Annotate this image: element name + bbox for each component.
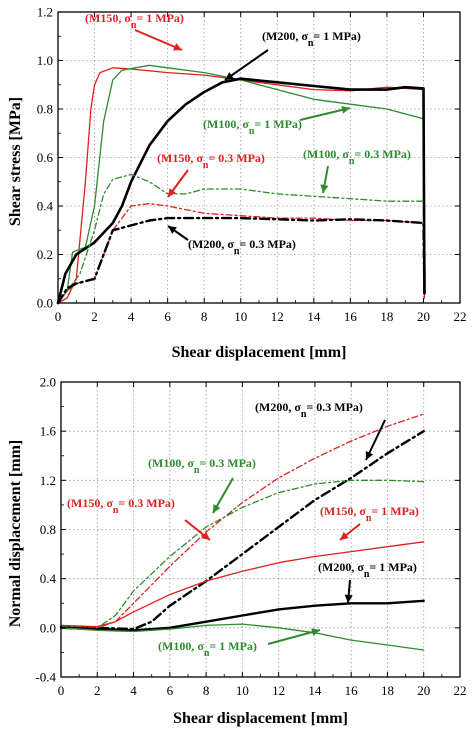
x-tick-label: 10: [234, 309, 247, 324]
y-tick-label: 1.6: [40, 424, 57, 439]
annotation-arrow-head: [213, 504, 221, 513]
y-tick-label: 0.0: [37, 296, 53, 311]
series-annotation: (M100, σn= 0.3 MPa): [148, 456, 256, 476]
annotation-arrow-head: [311, 628, 320, 636]
chart-panel-2: 0 2 4 6 8 10 12 14 16 18 20 22 -0.4 0.0 0.4 0.8 1.2 1.6 2.…: [7, 375, 467, 728]
x-tick-label: 16: [345, 683, 359, 698]
x-tick-label: 18: [381, 683, 394, 698]
annotation-arrow-shaft: [134, 29, 183, 51]
x-tick-label: 8: [203, 683, 210, 698]
x-tick-label: 12: [272, 683, 285, 698]
series-line-3: [60, 479, 425, 629]
y-tick-label: 0.8: [37, 102, 53, 117]
y-tick-label: 1.2: [40, 473, 56, 488]
annotation-arrow-head: [201, 531, 210, 540]
annotation-arrow-head: [173, 43, 182, 51]
x-tick-label: 4: [130, 683, 137, 698]
plot-frame: [60, 381, 461, 678]
x-tick-label: 6: [164, 309, 171, 324]
y-tick-label: 1.2: [37, 5, 53, 20]
series-annotation: (M150, σn= 0.3 MPa): [157, 151, 265, 171]
y-tick-label: 2.0: [40, 375, 56, 390]
x-tick-label: 22: [454, 309, 467, 324]
y-axis-title: Shear stress [MPa]: [7, 97, 24, 226]
x-tick-label: 0: [58, 683, 65, 698]
x-tick-label: 2: [91, 309, 98, 324]
annotation-arrow-head: [320, 184, 329, 193]
y-tick-label: 0.4: [40, 571, 57, 586]
series-line-4: [60, 541, 425, 628]
annotation-arrow-shaft: [299, 107, 351, 121]
y-tick-label: 0.4: [37, 199, 54, 214]
y-tick-label: 0.0: [40, 620, 56, 635]
annotation-arrow-head: [168, 188, 176, 197]
series-line-3: [56, 77, 426, 305]
y-axis-title: Normal displacement [mm]: [7, 440, 24, 628]
x-tick-label: 14: [308, 683, 322, 698]
x-tick-label: 2: [94, 683, 101, 698]
annotation-arrow-shaft: [224, 49, 269, 81]
x-tick-label: 20: [417, 683, 430, 698]
series-line-2: [57, 64, 426, 304]
x-tick-label: 6: [167, 683, 174, 698]
x-axis-title: Shear displacement [mm]: [173, 710, 348, 727]
series-annotation: (M100, σn= 1 MPa): [158, 639, 257, 659]
series-line-1: [59, 430, 425, 631]
y-tick-label: 0.2: [37, 247, 53, 262]
series-annotation: (M200, σn= 1 MPa): [318, 560, 417, 580]
annotation-arrow-head: [365, 451, 374, 460]
series-annotation: (M100, σn= 0.3 MPa): [303, 147, 411, 167]
x-axis-title: Shear displacement [mm]: [172, 344, 347, 361]
series-annotation: (M200, σn= 1 MPa): [262, 29, 361, 49]
y-tick-label: 0.8: [40, 522, 56, 537]
y-tick-label: 1.0: [37, 53, 53, 68]
x-tick-label: 20: [417, 309, 430, 324]
series-line-1: [57, 67, 426, 304]
series-annotation: (M150, σn= 1 MPa): [320, 504, 419, 524]
annotation-arrow-head: [168, 226, 177, 234]
chart-panel-1: 0 2 4 6 8 10 12 14 16 18 20 22 0.0 0.2 0.4 0.6 0.8 1.0 1.2…: [7, 5, 467, 362]
series-line-6: [56, 216, 426, 305]
annotation-arrow-head: [225, 72, 234, 80]
annotation-arrow-head: [341, 105, 350, 114]
x-tick-label: 16: [344, 309, 358, 324]
series-line-5: [59, 599, 425, 632]
x-tick-label: 12: [271, 309, 284, 324]
series-annotation: (M200, σn= 0.3 MPa): [255, 400, 363, 420]
annotation-arrow-shaft: [267, 629, 321, 645]
x-tick-label: 18: [380, 309, 393, 324]
series-line-5: [57, 173, 425, 304]
annotation-arrow-head: [340, 531, 349, 540]
annotation-arrow-head: [344, 594, 353, 603]
x-tick-label: 22: [454, 683, 467, 698]
x-tick-label: 8: [201, 309, 208, 324]
series-annotation: (M150, σn= 1 MPa): [85, 11, 184, 31]
x-tick-label: 0: [55, 309, 62, 324]
y-tick-label: 0.6: [37, 150, 54, 165]
x-tick-label: 10: [236, 683, 249, 698]
x-tick-label: 4: [128, 309, 135, 324]
x-tick-label: 14: [307, 309, 321, 324]
y-tick-label: -0.4: [35, 670, 56, 685]
series-line-6: [60, 623, 425, 651]
series-annotation: (M150, σn= 0.3 MPa): [67, 496, 175, 516]
series-annotation: (M100, σn= 1 MPa): [203, 117, 302, 137]
series-annotation: (M200, σn= 0.3 MPa): [188, 237, 296, 257]
